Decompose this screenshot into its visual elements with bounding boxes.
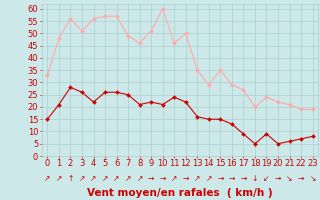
Text: ↗: ↗	[44, 174, 51, 183]
Text: ↗: ↗	[113, 174, 120, 183]
Text: →: →	[240, 174, 247, 183]
Text: ↘: ↘	[309, 174, 316, 183]
Text: ↗: ↗	[102, 174, 108, 183]
Text: ↗: ↗	[171, 174, 177, 183]
Text: ↗: ↗	[125, 174, 131, 183]
Text: ↗: ↗	[79, 174, 85, 183]
Text: ↗: ↗	[56, 174, 62, 183]
Text: ↗: ↗	[90, 174, 97, 183]
Text: →: →	[298, 174, 304, 183]
Text: →: →	[229, 174, 235, 183]
Text: ↙: ↙	[263, 174, 270, 183]
Text: →: →	[275, 174, 281, 183]
Text: →: →	[183, 174, 189, 183]
Text: ↗: ↗	[194, 174, 201, 183]
Text: ↗: ↗	[206, 174, 212, 183]
Text: →: →	[159, 174, 166, 183]
Text: ↑: ↑	[67, 174, 74, 183]
Text: →: →	[217, 174, 224, 183]
Text: ↘: ↘	[286, 174, 293, 183]
Text: ↓: ↓	[252, 174, 258, 183]
X-axis label: Vent moyen/en rafales  ( km/h ): Vent moyen/en rafales ( km/h )	[87, 188, 273, 198]
Text: →: →	[148, 174, 154, 183]
Text: ↗: ↗	[136, 174, 143, 183]
